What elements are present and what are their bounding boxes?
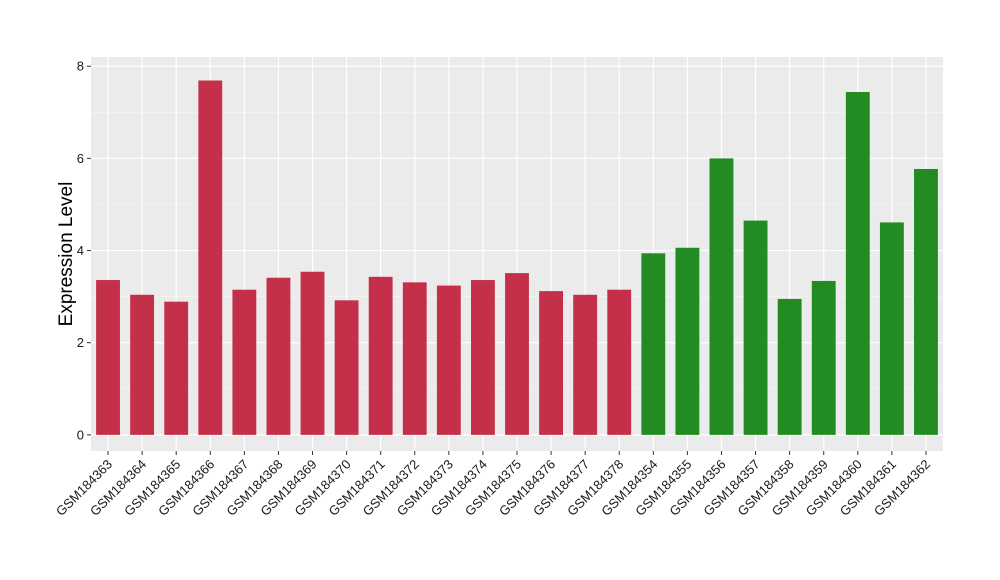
- bar-GSM184365: [164, 301, 189, 435]
- bar-GSM184357: [743, 220, 768, 435]
- bar-GSM184358: [777, 298, 802, 435]
- y-tick-label: 2: [77, 335, 84, 350]
- bar-GSM184355: [675, 247, 700, 435]
- bar-GSM184361: [879, 222, 904, 435]
- bar-GSM184372: [402, 282, 427, 435]
- bar-GSM184377: [573, 294, 598, 435]
- bar-GSM184367: [232, 289, 257, 435]
- bar-GSM184360: [845, 92, 870, 435]
- bar-GSM184371: [368, 276, 393, 435]
- bar-GSM184366: [198, 80, 223, 435]
- y-axis: 0 2 4 6 8: [77, 59, 91, 442]
- y-tick-label: 4: [77, 243, 84, 258]
- bar-GSM184375: [505, 273, 529, 435]
- bar-GSM184362: [914, 168, 938, 435]
- bar-GSM184354: [641, 253, 666, 435]
- bar-GSM184374: [470, 280, 495, 435]
- bar-GSM184364: [130, 294, 155, 435]
- bars: [96, 80, 938, 435]
- bar-GSM184373: [436, 285, 461, 435]
- y-tick-label: 8: [77, 59, 84, 74]
- bar-GSM184378: [607, 289, 632, 435]
- bar-GSM184356: [709, 158, 734, 435]
- bar-GSM184359: [811, 280, 836, 435]
- y-tick-label: 6: [77, 151, 84, 166]
- bar-GSM184376: [539, 291, 564, 435]
- y-axis-title: Expression Level: [56, 182, 77, 327]
- x-axis: GSM184363GSM184364GSM184365GSM184366GSM1…: [53, 451, 933, 519]
- bar-GSM184370: [334, 300, 359, 435]
- bar-GSM184368: [266, 277, 291, 435]
- y-tick-label: 0: [77, 427, 84, 442]
- bar-GSM184369: [300, 271, 325, 435]
- bar-GSM184363: [96, 280, 120, 435]
